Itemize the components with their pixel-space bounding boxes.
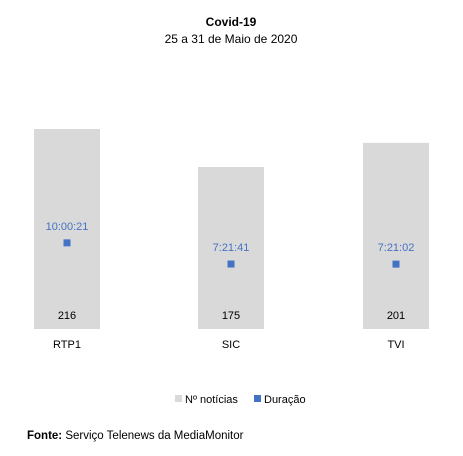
duration-marker-tvi <box>392 260 400 268</box>
category-label: SIC <box>222 339 240 351</box>
legend-swatch-duration <box>254 395 261 402</box>
category-label: TVI <box>387 339 404 351</box>
category-label: RTP1 <box>53 339 81 351</box>
legend: Nº notícias Duração <box>175 394 306 406</box>
legend-swatch-news <box>175 395 182 402</box>
bar-value-label: 175 <box>222 310 240 322</box>
duration-value-label: 10:00:21 <box>46 221 89 233</box>
bar-value-label: 216 <box>58 310 76 322</box>
legend-label-news: Nº notícias <box>185 394 238 406</box>
bar-tvi <box>363 142 429 329</box>
chart-subtitle: 25 a 31 de Maio de 2020 <box>165 32 298 46</box>
source-note: Fonte: Serviço Telenews da MediaMonitor <box>27 430 243 442</box>
duration-value-label: 7:21:02 <box>378 242 415 254</box>
source-prefix: Fonte: <box>27 430 63 442</box>
source-text: Serviço Telenews da MediaMonitor <box>65 430 244 442</box>
legend-label-duration: Duração <box>264 394 306 406</box>
bar-sic <box>198 166 264 329</box>
duration-marker-sic <box>227 260 235 268</box>
chart-title: Covid-19 <box>206 15 257 29</box>
duration-value-label: 7:21:41 <box>213 242 250 254</box>
bar-value-label: 201 <box>387 310 405 322</box>
bar-rtp1 <box>34 129 100 329</box>
duration-marker-rtp1 <box>63 239 71 247</box>
plot-area: 216 10:00:21 RTP1 175 7:21:41 SIC 201 7:21:02 TV… <box>34 129 429 351</box>
